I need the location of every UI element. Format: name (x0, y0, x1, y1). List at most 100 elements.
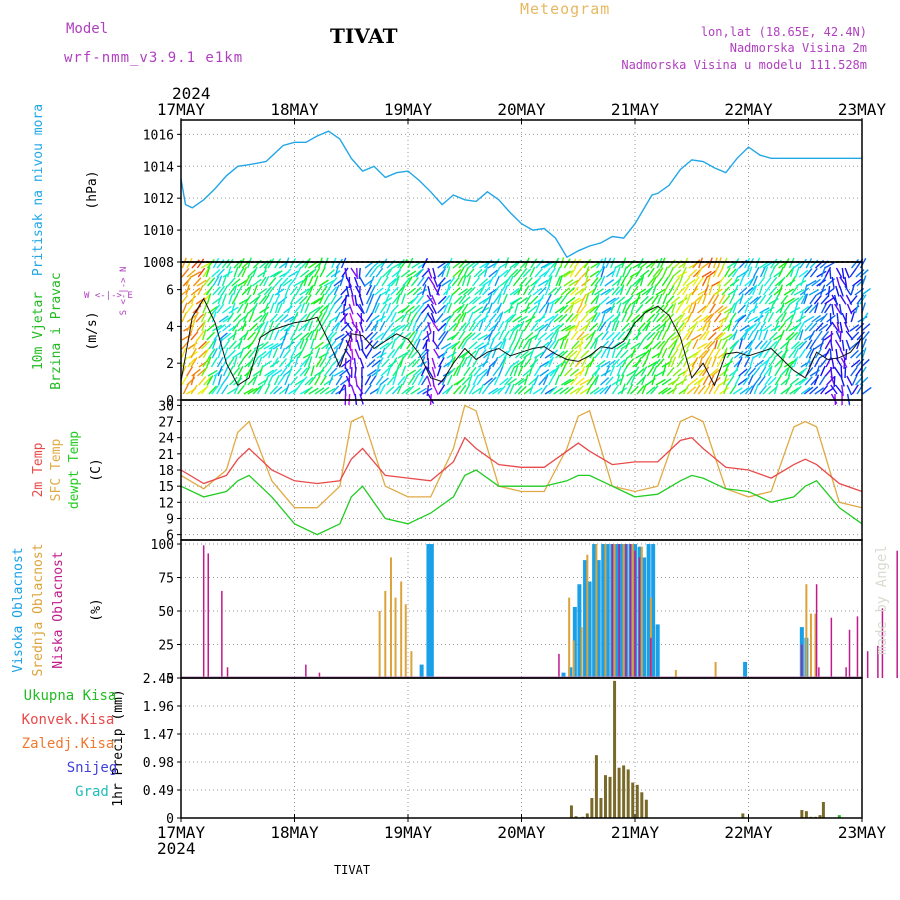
wind-barb (374, 320, 379, 332)
wind-barb (763, 348, 771, 359)
wind-barb (703, 284, 710, 296)
wind-barb (656, 293, 663, 305)
wind-barb (709, 303, 716, 314)
wind-barb (640, 366, 648, 377)
wind-barb (481, 303, 489, 314)
wind-barb (190, 271, 202, 278)
wind-barb (789, 276, 796, 287)
wind-barb (319, 330, 327, 341)
wind-barb (472, 296, 482, 305)
wind-barb (185, 275, 192, 287)
wind-barb (845, 312, 848, 325)
wind-barb (799, 258, 807, 269)
y-tick-label: 25 (158, 639, 174, 654)
precip-bar (608, 776, 612, 818)
mid-cloud-bar (613, 544, 616, 678)
wind-barb (639, 269, 650, 278)
wind-barb (399, 338, 406, 350)
wind-barb (635, 304, 644, 314)
wind-barb (513, 329, 519, 341)
wind-barb (293, 279, 304, 287)
wind-barb (232, 329, 238, 341)
low-cloud-bar (202, 545, 205, 678)
wind-barb (397, 351, 408, 359)
wind-barb (565, 296, 576, 305)
wind-barb (734, 314, 745, 323)
wind-barb (472, 374, 479, 386)
wind-barb (834, 339, 842, 350)
wind-barb (181, 311, 188, 323)
wind-barb (274, 302, 280, 314)
mid-cloud-bar (410, 651, 413, 678)
wind-barb (299, 358, 309, 368)
wind-barb (319, 375, 327, 386)
wind-barb (262, 360, 273, 368)
wind-barb (635, 329, 641, 341)
wind-barb (478, 320, 484, 332)
wind-barb (706, 356, 713, 368)
y-tick-label: 6 (166, 284, 174, 299)
wind-barb (477, 269, 487, 278)
wind-barb (788, 349, 797, 359)
wind-barb (448, 322, 457, 332)
wind-barb (600, 266, 606, 278)
wind-barb (553, 387, 564, 395)
wind-barb (793, 347, 800, 359)
wind-barb (313, 296, 323, 305)
wind-barb (392, 374, 397, 386)
wind-barb (723, 277, 733, 287)
wind-barb (824, 262, 835, 269)
wind-barb (376, 383, 382, 395)
y-tick-label: 24 (158, 432, 174, 447)
wind-barb (487, 302, 493, 314)
wind-barb (458, 357, 466, 368)
wind-barb (227, 357, 235, 368)
wind-barb (200, 311, 207, 323)
wind-barb (318, 293, 325, 305)
wind-barb (493, 374, 500, 386)
wind-barb (642, 331, 652, 341)
precip-bar (569, 805, 573, 818)
wind-barb (693, 349, 702, 359)
wind-barb (820, 365, 826, 377)
wind-barb (703, 340, 713, 350)
wind-barb (563, 367, 573, 377)
wind-barb (635, 357, 642, 368)
wind-barb (268, 368, 278, 377)
wind-barb (492, 321, 500, 332)
wind-barb (334, 311, 341, 323)
wind-barb (473, 367, 482, 377)
y-tick-label: 1012 (143, 192, 174, 207)
wind-barb (517, 284, 523, 296)
wind-barb (711, 368, 721, 377)
wind-barb (651, 358, 661, 368)
wind-barb (758, 329, 763, 341)
low-cloud-bar (815, 584, 818, 678)
wind-barb (237, 384, 245, 395)
mid-cloud-bar (649, 597, 652, 678)
wind-barb (416, 387, 427, 395)
wind-barb (685, 278, 696, 287)
wind-barb (397, 376, 406, 386)
high-cloud-bar (646, 544, 651, 678)
wind-barb (758, 348, 766, 359)
wind-barb (544, 358, 553, 368)
wind-barb (580, 356, 588, 368)
wind-barb (432, 321, 440, 332)
wind-barb (660, 257, 666, 269)
wind-barb (190, 357, 198, 368)
wind-barb (498, 350, 508, 359)
wind-barb (625, 284, 633, 296)
wind-barb (491, 331, 501, 341)
wind-barb (503, 276, 511, 287)
wind-barb (843, 321, 850, 333)
wind-barb (478, 383, 485, 395)
wind-barb (811, 314, 821, 323)
wind-barb (323, 293, 330, 305)
wind-barb (615, 311, 621, 323)
wind-barb (540, 384, 548, 395)
wind-barb (507, 275, 514, 287)
wind-barb (221, 384, 229, 395)
wind-barb (232, 351, 243, 359)
wind-barb (538, 376, 547, 386)
